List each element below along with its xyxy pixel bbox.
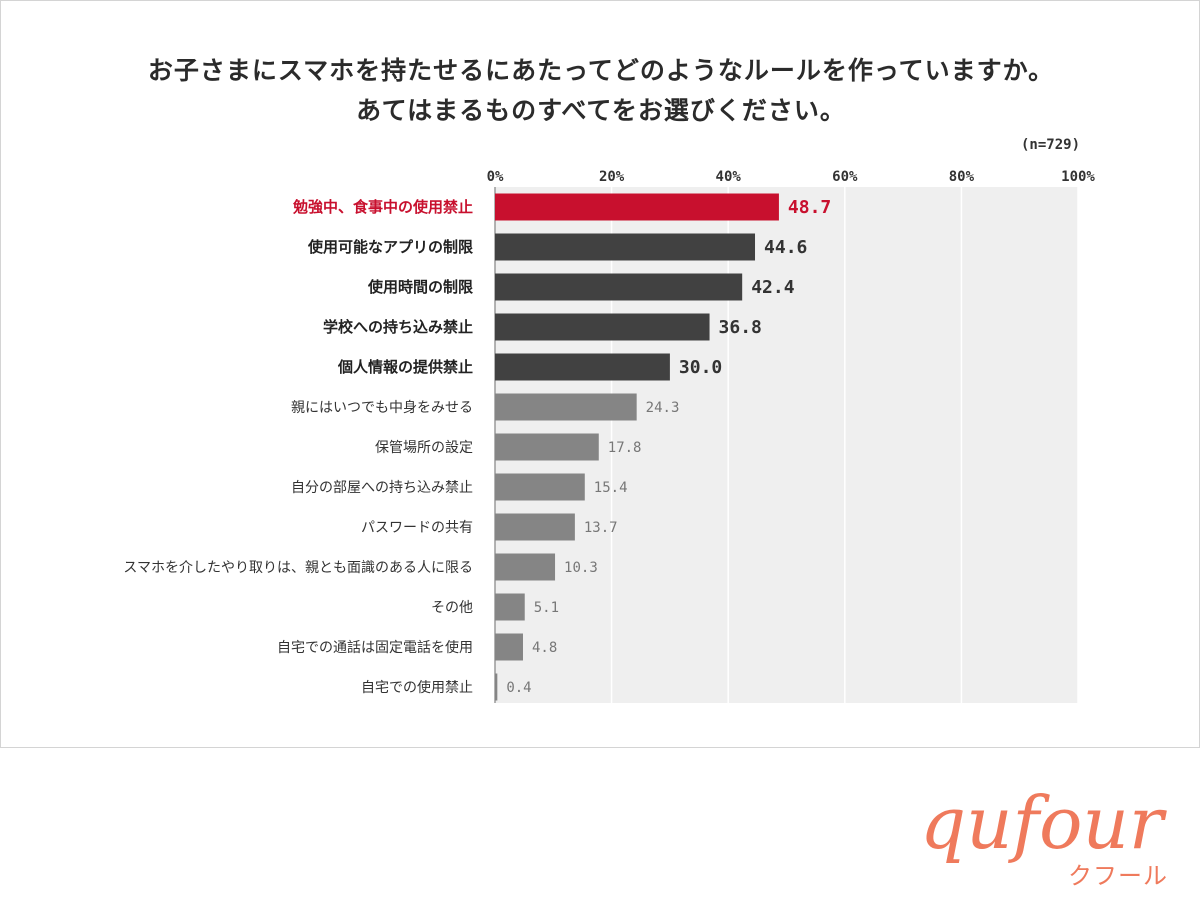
bar [495,233,756,261]
data-label: 30.0 [679,357,722,378]
x-tick-label: 80% [949,169,975,185]
brand-logo: qufour [920,781,1167,865]
category-label: 自宅での通話は固定電話を使用 [277,639,473,656]
brand-subtitle: クフール [1068,862,1168,890]
category-label: スマホを介したやり取りは、親とも面識のある人に限る [123,560,473,576]
bar [495,313,710,341]
category-label: 個人情報の提供禁止 [337,358,473,376]
brand-logo-text: qufour [920,781,1167,865]
chart-title-line-1: お子さまにスマホを持たせるにあたってどのようなルールを作っていますか。 [147,56,1055,85]
x-tick-label: 100% [1061,169,1095,185]
x-tick-label: 40% [716,169,742,185]
data-label: 4.8 [532,640,557,656]
sample-size-label: (n=729) [1021,137,1081,153]
category-label: その他 [431,600,473,616]
category-label: 勉強中、食事中の使用禁止 [292,198,473,216]
category-label: 親にはいつでも中身をみせる [291,400,473,416]
data-label: 48.7 [788,197,831,218]
bar [495,353,670,381]
bar [495,593,525,621]
bar-chart: 0% 20% 40% 60% 80% 100% 勉強中、食事中の使用禁止 48.7 使用可能なア… [123,169,1095,703]
bar [495,273,743,301]
category-label: 使用可能なアプリの制限 [307,238,473,256]
x-tick-label: 20% [599,169,625,185]
x-tick-label: 60% [832,169,858,185]
category-label: 学校への持ち込み禁止 [323,318,473,336]
chart-title-line-2: あてはまるものすべてをお選びください。 [356,96,846,125]
bar [495,473,585,501]
category-label: パスワードの共有 [361,520,473,536]
chart-frame: お子さまにスマホを持たせるにあたってどのようなルールを作っていますか。 あてはま… [0,0,1200,748]
data-label: 10.3 [564,560,598,576]
bar [495,633,523,661]
bar [495,673,498,701]
data-label: 17.8 [608,440,642,456]
data-label: 24.3 [646,400,680,416]
category-label: 自分の部屋への持ち込み禁止 [291,480,473,496]
category-label: 保管場所の設定 [375,440,473,456]
data-label: 0.4 [506,680,531,696]
bar [495,513,575,541]
bar [495,433,599,461]
data-label: 44.6 [764,237,807,258]
x-tick-label: 0% [487,169,504,185]
data-label: 36.8 [719,317,762,338]
data-label: 5.1 [534,600,559,616]
bar [495,193,779,221]
category-label: 使用時間の制限 [367,278,473,296]
category-label: 自宅での使用禁止 [361,679,473,696]
data-label: 15.4 [594,480,628,496]
data-label: 42.4 [751,277,795,298]
bar [495,393,637,421]
bar [495,553,556,581]
data-label: 13.7 [584,520,618,536]
